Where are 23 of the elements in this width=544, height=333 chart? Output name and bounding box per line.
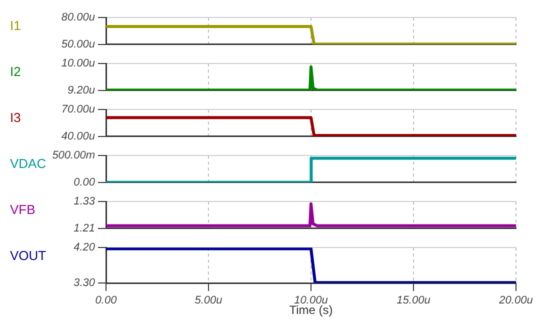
y-tick-label: 9.20u — [67, 84, 95, 96]
text: I1 — [10, 18, 21, 33]
y-tick-label: 70.00u — [61, 104, 95, 116]
x-tick-label: 20.00u — [498, 294, 533, 307]
y-tick-label: 1.33 — [74, 196, 96, 208]
text: VOUT — [10, 248, 46, 263]
text: VFB — [10, 202, 36, 217]
y-tick-label: 0.00 — [74, 176, 96, 188]
y-tick-label: 40.00u — [61, 130, 95, 142]
text: I2 — [10, 64, 21, 79]
text: VDAC — [10, 156, 46, 171]
y-tick-label: 4.20 — [74, 242, 96, 254]
x-tick-label: 15.00u — [396, 294, 430, 307]
y-tick-label: 1.21 — [74, 222, 95, 234]
text: I3 — [10, 110, 21, 125]
x-axis-title: Time (s) — [289, 303, 333, 318]
x-tick-label: 5.00u — [194, 294, 222, 307]
x-tick-label: 0.00 — [95, 294, 118, 307]
y-tick-label: 500.00m — [52, 150, 95, 162]
y-tick-label: 50.00u — [61, 38, 95, 50]
y-tick-label: 10.00u — [61, 58, 95, 70]
y-tick-label: 80.00u — [61, 12, 95, 24]
y-tick-label: 3.30 — [74, 277, 96, 290]
